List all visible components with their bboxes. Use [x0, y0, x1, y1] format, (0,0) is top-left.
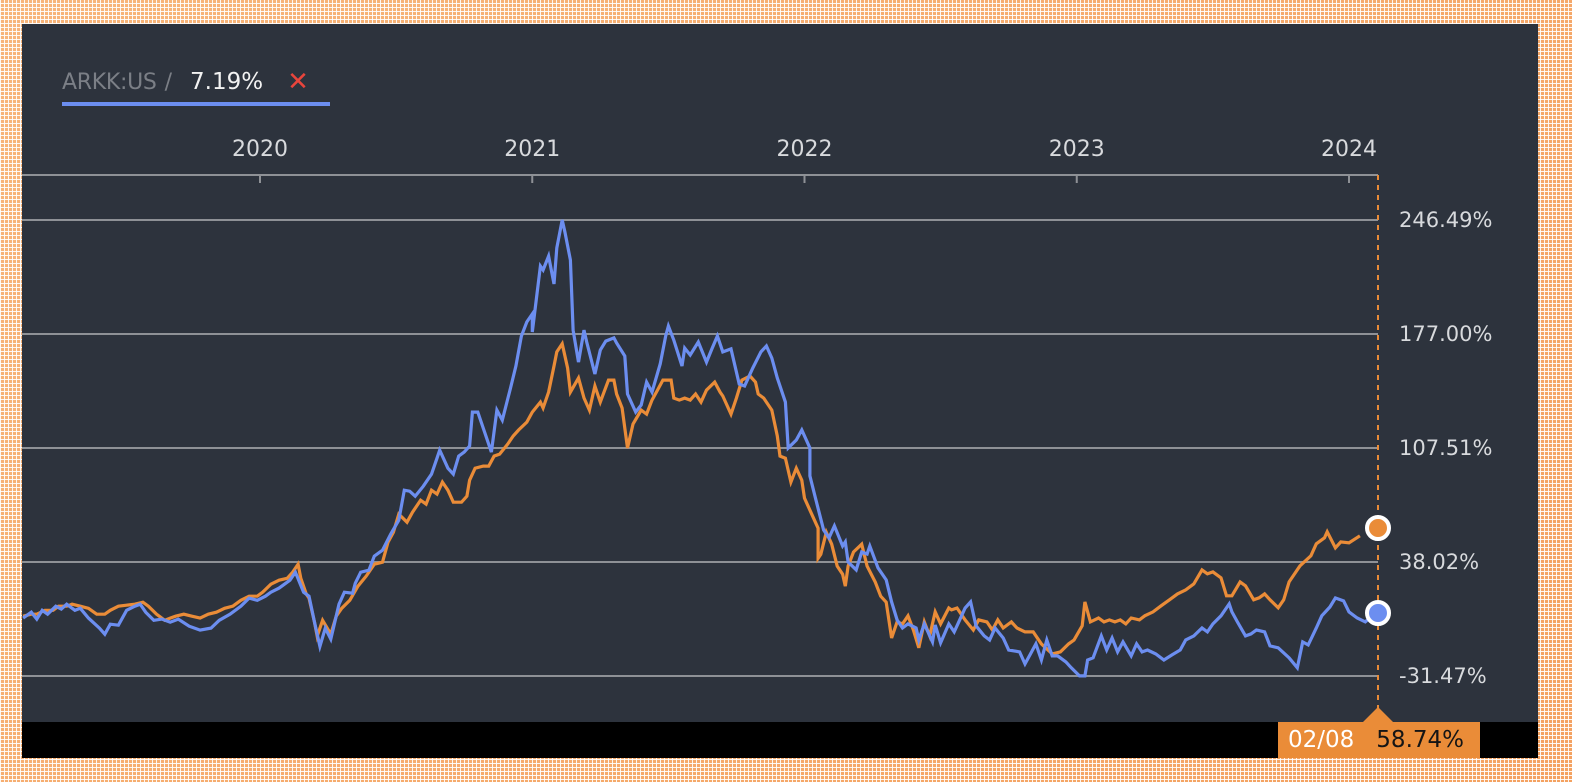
close-icon[interactable]: ✕: [287, 67, 309, 97]
tooltip-value: 58.74%: [1376, 727, 1464, 753]
chart-panel: [22, 24, 1538, 722]
series-line-arkk[interactable]: [22, 219, 1378, 678]
end-marker-arkk: [1365, 600, 1391, 626]
legend-separator: /: [164, 69, 172, 95]
y-tick-label: 177.00%: [1399, 322, 1493, 346]
x-tick-label: 2024: [1321, 137, 1377, 162]
end-marker-benchmark: [1365, 515, 1391, 541]
x-tick-label: 2021: [504, 137, 561, 162]
legend-ticker: ARKK:US: [62, 69, 157, 95]
series-line-benchmark[interactable]: [22, 339, 1361, 656]
y-tick-label: 38.02%: [1399, 550, 1480, 574]
x-tick-label: 2020: [232, 137, 288, 162]
x-tick-label: 2023: [1048, 137, 1105, 162]
y-tick-label: -31.47%: [1399, 664, 1487, 688]
legend-chip[interactable]: ARKK:US / 7.19% ✕: [62, 62, 330, 106]
tooltip-date: 02/08: [1288, 727, 1355, 753]
x-tick-label: 2022: [776, 137, 833, 162]
y-tick-label: 246.49%: [1399, 208, 1493, 232]
legend-value: 7.19%: [190, 69, 264, 95]
y-tick-label: 107.51%: [1399, 436, 1493, 460]
tooltip-pointer: [1362, 707, 1394, 723]
cursor-tooltip: 02/08 58.74%: [1278, 722, 1480, 758]
